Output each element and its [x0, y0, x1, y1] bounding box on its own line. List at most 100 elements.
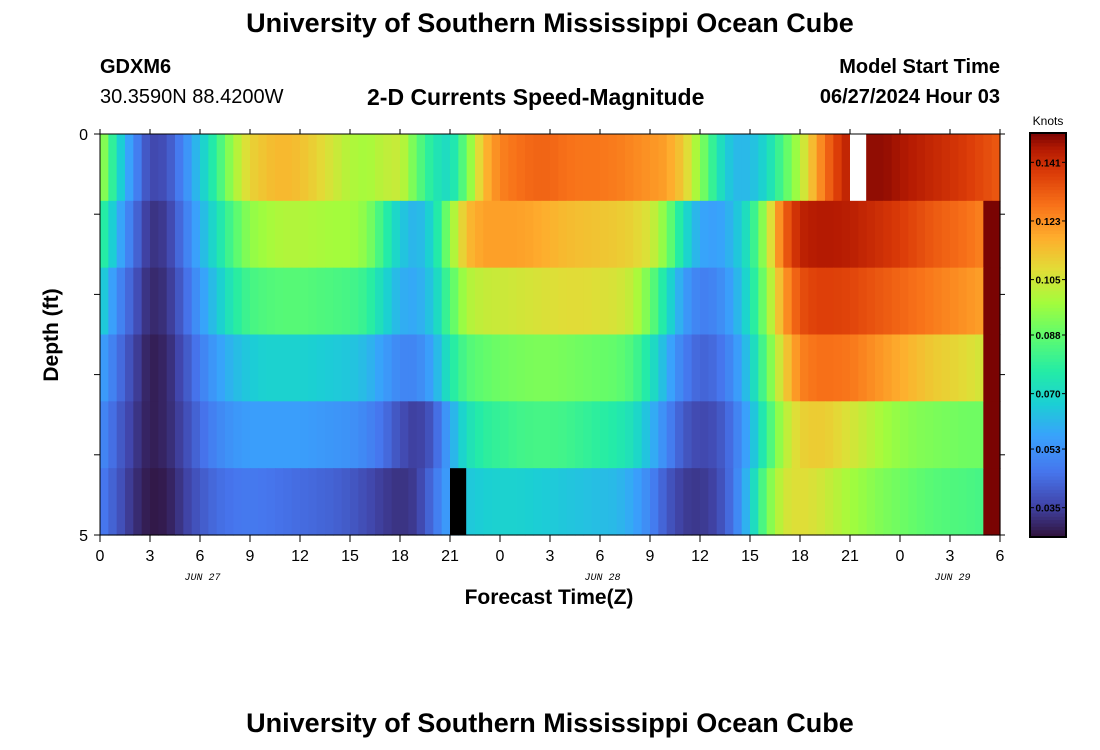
heatmap-cell: [933, 200, 943, 269]
heatmap-cell: [483, 200, 493, 269]
colorbar-segment: [1030, 486, 1066, 491]
heatmap-cell: [783, 134, 793, 202]
heatmap-cell: [975, 200, 984, 269]
colorbar-segment: [1030, 341, 1066, 346]
heatmap-cell: [141, 334, 151, 402]
heatmap-cell: [775, 334, 784, 402]
heatmap-cell: [375, 134, 384, 202]
heatmap-cell: [850, 267, 859, 336]
heatmap-cell: [683, 134, 693, 202]
heatmap-cell: [483, 468, 493, 536]
x-tick-label: 6: [996, 548, 1005, 565]
heatmap-cell: [516, 334, 526, 402]
heatmap-cell: [441, 334, 451, 402]
heatmap-cell: [175, 401, 184, 469]
heatmap-cell: [641, 134, 651, 202]
heatmap-cell: [141, 134, 151, 202]
heatmap-cell: [841, 468, 851, 536]
colorbar-segment: [1030, 203, 1066, 208]
heatmap-cell: [408, 468, 418, 536]
heatmap-cell: [766, 401, 776, 469]
heatmap-cell: [325, 401, 334, 469]
heatmap-cell: [316, 468, 326, 536]
x-tick-label: 12: [691, 548, 709, 565]
heatmap-cell: [925, 200, 934, 269]
heatmap-cell: [675, 267, 684, 336]
heatmap-cell: [741, 200, 751, 269]
colorbar-segment: [1030, 459, 1066, 464]
heatmap-cell: [400, 267, 409, 336]
heatmap-cell: [875, 334, 884, 402]
heatmap-cell: [716, 334, 726, 402]
heatmap-cell: [416, 134, 426, 202]
heatmap-cell: [866, 334, 876, 402]
heatmap-cell: [433, 267, 443, 336]
heatmap-cell: [858, 334, 868, 402]
heatmap-cell: [950, 401, 959, 469]
colorbar-segment: [1030, 176, 1066, 181]
heatmap-cell: [833, 334, 843, 402]
colorbar-segment: [1030, 422, 1066, 427]
heatmap-cell: [275, 200, 284, 269]
heatmap-cell: [941, 267, 951, 336]
colorbar-segment: [1030, 473, 1066, 477]
heatmap-cell: [608, 267, 618, 336]
heatmap-cell: [958, 134, 968, 202]
heatmap-cell: [466, 134, 476, 202]
heatmap-cell: [225, 401, 234, 469]
heatmap-cell: [225, 468, 234, 536]
heatmap-cell: [425, 401, 434, 469]
heatmap-cell: [541, 468, 551, 536]
colorbar-tick-label: 0.070: [1035, 390, 1060, 401]
colorbar-segment: [1030, 388, 1066, 393]
colorbar-segment: [1030, 227, 1066, 232]
heatmap-cell: [841, 401, 851, 469]
heatmap-cell: [875, 267, 884, 336]
heatmap-cell: [791, 401, 801, 469]
heatmap-cell: [233, 468, 243, 536]
heatmap-cell: [466, 468, 476, 536]
heatmap-cell: [508, 401, 518, 469]
heatmap-cell: [841, 200, 851, 269]
heatmap-cell: [250, 134, 259, 202]
heatmap-cell: [283, 134, 293, 202]
colorbar-segment: [1030, 513, 1066, 518]
heatmap-cell: [350, 267, 359, 336]
heatmap-cell: [300, 200, 309, 269]
heatmap-cell: [216, 134, 226, 202]
heatmap-cell: [175, 468, 184, 536]
heatmap-cell: [633, 134, 643, 202]
x-tick-label: 3: [546, 548, 555, 565]
heatmap-cell: [150, 401, 159, 469]
heatmap-cell: [166, 468, 176, 536]
heatmap-cell: [391, 334, 401, 402]
x-tick-label: 12: [291, 548, 309, 565]
heatmap-cell: [600, 468, 609, 536]
heatmap-cell: [191, 334, 201, 402]
heatmap-cell: [800, 267, 809, 336]
heatmap-cell: [283, 401, 293, 469]
heatmap-cell: [541, 267, 551, 336]
heatmap-cell: [341, 401, 351, 469]
heatmap-cell: [766, 334, 776, 402]
heatmap-cell: [191, 401, 201, 469]
heatmap-cell: [425, 267, 434, 336]
colorbar-segment: [1030, 143, 1066, 148]
heatmap-cell: [333, 401, 343, 469]
heatmap-cell: [516, 134, 526, 202]
heatmap-cell: [300, 334, 309, 402]
heatmap-cell: [558, 200, 568, 269]
y-tick-label: 5: [79, 528, 88, 545]
heatmap-cell: [941, 134, 951, 202]
heatmap-cell: [783, 468, 793, 536]
heatmap-cell: [291, 267, 301, 336]
colorbar-tick-label: 0.035: [1035, 504, 1060, 515]
heatmap-cell: [858, 267, 868, 336]
heatmap-cell: [308, 267, 318, 336]
colorbar-segment: [1030, 419, 1066, 424]
heatmap-cell: [725, 334, 734, 402]
heatmap-cell: [233, 200, 243, 269]
heatmap-cell: [700, 401, 709, 469]
heatmap-cell: [958, 200, 968, 269]
heatmap-cell: [725, 267, 734, 336]
